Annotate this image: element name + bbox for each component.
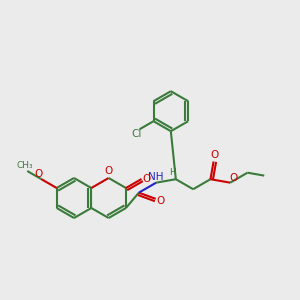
Text: CH₃: CH₃: [17, 161, 34, 170]
Text: H: H: [169, 168, 176, 177]
Text: O: O: [229, 173, 237, 183]
Text: O: O: [211, 151, 219, 160]
Text: O: O: [142, 174, 151, 184]
Text: O: O: [34, 169, 42, 179]
Text: NH: NH: [148, 172, 164, 182]
Text: Cl: Cl: [131, 129, 142, 139]
Text: O: O: [157, 196, 165, 206]
Text: O: O: [104, 166, 113, 176]
